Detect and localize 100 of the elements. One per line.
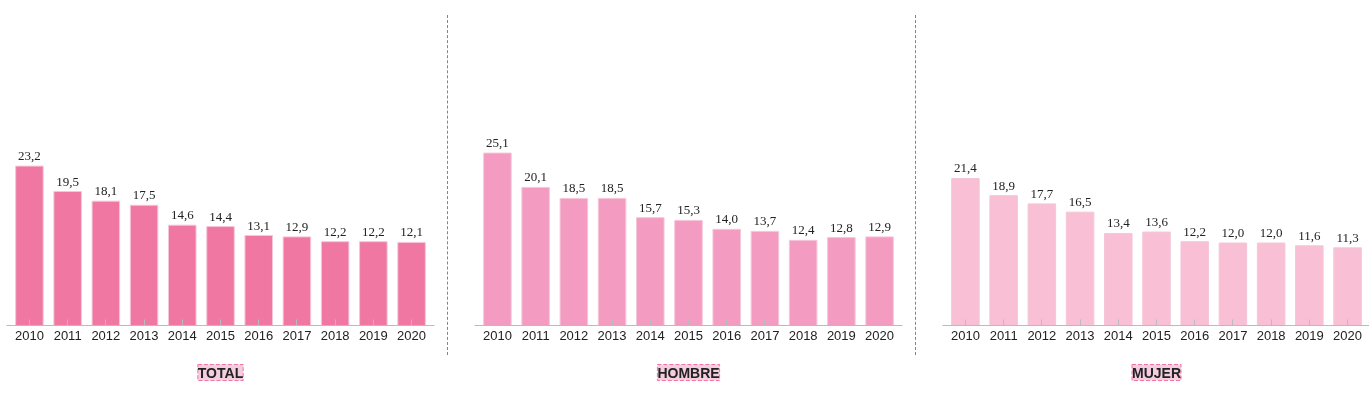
x-tick-label: 2018 <box>320 327 350 343</box>
data-label: 12,2 <box>361 223 385 239</box>
data-label: 17,7 <box>1030 185 1054 201</box>
text: MUJER <box>1132 364 1182 381</box>
data-label: 16,5 <box>1068 194 1092 210</box>
bar <box>206 226 235 326</box>
data-label: 12,9 <box>868 218 891 234</box>
x-tick-label: 2020 <box>397 327 427 343</box>
x-tick-label: 2014 <box>635 327 665 343</box>
data-label: 23,2 <box>18 148 41 164</box>
x-tick-label: 2016 <box>1180 327 1210 343</box>
data-label: 12,1 <box>400 224 423 240</box>
data-label: 18,9 <box>992 177 1016 193</box>
text: TOTAL <box>197 364 244 381</box>
bar <box>1180 241 1209 326</box>
bar <box>788 239 818 326</box>
x-tick-label: 2015 <box>1142 327 1171 343</box>
bar <box>91 200 121 326</box>
x-tick-label: 2018 <box>1256 327 1286 343</box>
bar <box>168 224 197 326</box>
x-tick-label: 2015 <box>674 327 703 343</box>
data-label: 12,2 <box>1183 223 1207 239</box>
bar <box>865 236 894 326</box>
x-tick-label: 2011 <box>53 327 82 343</box>
bar <box>1142 231 1171 326</box>
data-label: 13,7 <box>753 213 777 229</box>
bar <box>359 241 388 326</box>
bar <box>320 241 350 326</box>
bar <box>282 236 312 326</box>
bar <box>951 177 980 326</box>
data-label: 18,1 <box>94 183 118 199</box>
x-tick-label: 2013 <box>1065 327 1095 343</box>
x-tick-label: 2014 <box>167 327 197 343</box>
data-label: 12,9 <box>285 218 309 234</box>
x-tick-label: 2020 <box>1333 327 1363 343</box>
bar <box>827 237 856 326</box>
text: HOMBRE <box>657 364 720 381</box>
data-label: 14,0 <box>715 211 739 227</box>
data-label: 21,4 <box>954 160 978 176</box>
x-tick-label: 2019 <box>1294 327 1324 343</box>
x-tick-label: 2015 <box>206 327 235 343</box>
data-label: 20,1 <box>524 169 548 185</box>
bar <box>989 195 1018 326</box>
bar <box>1218 242 1248 326</box>
x-tick-label: 2013 <box>129 327 159 343</box>
bar <box>397 241 426 326</box>
x-tick-label: 2017 <box>750 327 780 343</box>
data-label: 13,6 <box>1145 214 1169 230</box>
data-label: 14,4 <box>209 208 233 224</box>
data-label: 18,5 <box>600 180 624 196</box>
bar <box>15 165 44 326</box>
data-label: 12,8 <box>829 219 853 235</box>
x-tick-label: 2019 <box>358 327 388 343</box>
data-label: 19,5 <box>56 173 80 189</box>
bar <box>129 204 159 326</box>
data-label: 18,5 <box>562 180 586 196</box>
bar <box>483 152 512 326</box>
bar <box>1295 245 1324 326</box>
bar <box>521 186 550 326</box>
data-label: 12,0 <box>1259 225 1283 241</box>
bar <box>597 197 627 326</box>
bar <box>53 191 82 326</box>
data-label: 13,4 <box>1106 215 1131 231</box>
data-label: 13,1 <box>247 217 271 233</box>
bar <box>1027 203 1057 326</box>
data-label: 12,2 <box>323 223 347 239</box>
data-label: 11,6 <box>1298 227 1321 243</box>
data-label: 14,6 <box>170 207 195 223</box>
bar <box>1104 232 1133 326</box>
x-tick-label: 2012 <box>1027 327 1057 343</box>
x-tick-label: 2016 <box>712 327 742 343</box>
x-tick-label: 2010 <box>482 327 512 343</box>
x-tick-label: 2011 <box>521 327 550 343</box>
x-tick-label: 2012 <box>91 327 121 343</box>
bar <box>636 217 665 326</box>
bar <box>1065 211 1095 326</box>
x-tick-label: 2018 <box>788 327 818 343</box>
data-label: 12,4 <box>791 222 816 238</box>
x-tick-label: 2010 <box>950 327 980 343</box>
x-tick-label: 2010 <box>14 327 44 343</box>
bar <box>750 230 780 326</box>
x-tick-label: 2017 <box>282 327 312 343</box>
data-label: 15,3 <box>677 202 700 218</box>
bar <box>712 228 741 326</box>
x-tick-label: 2014 <box>1103 327 1133 343</box>
x-tick-label: 2011 <box>989 327 1018 343</box>
data-label: 11,3 <box>1336 229 1359 245</box>
bar <box>559 197 589 326</box>
x-tick-label: 2019 <box>826 327 856 343</box>
bar <box>1333 247 1362 326</box>
x-tick-label: 2020 <box>865 327 895 343</box>
data-label: 12,0 <box>1221 225 1245 241</box>
data-label: 25,1 <box>486 135 509 151</box>
x-tick-label: 2017 <box>1218 327 1248 343</box>
bar <box>1256 242 1286 326</box>
x-tick-label: 2013 <box>597 327 627 343</box>
x-tick-label: 2012 <box>559 327 589 343</box>
bar <box>674 219 703 326</box>
data-label: 15,7 <box>638 199 663 215</box>
bar <box>244 235 273 326</box>
